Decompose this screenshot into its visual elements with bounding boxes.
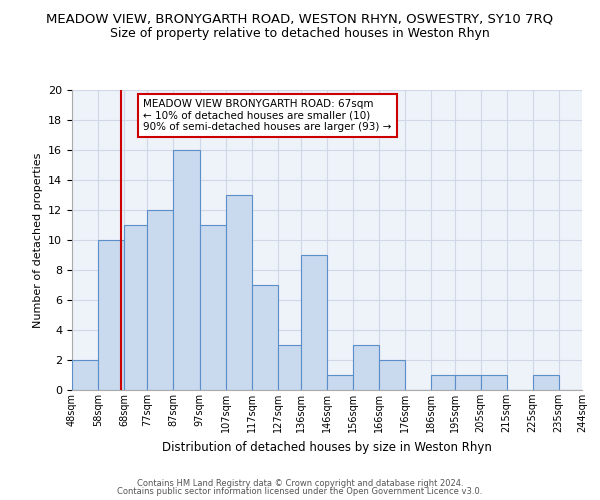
Bar bbox=[533, 375, 559, 390]
Bar bbox=[379, 360, 405, 390]
Bar bbox=[278, 345, 301, 390]
Y-axis label: Number of detached properties: Number of detached properties bbox=[32, 152, 43, 328]
Text: Size of property relative to detached houses in Weston Rhyn: Size of property relative to detached ho… bbox=[110, 28, 490, 40]
Bar bbox=[199, 225, 226, 390]
Bar bbox=[72, 360, 98, 390]
Bar bbox=[481, 375, 506, 390]
Bar bbox=[327, 375, 353, 390]
Text: Contains public sector information licensed under the Open Government Licence v3: Contains public sector information licen… bbox=[118, 487, 482, 496]
Text: MEADOW VIEW, BRONYGARTH ROAD, WESTON RHYN, OSWESTRY, SY10 7RQ: MEADOW VIEW, BRONYGARTH ROAD, WESTON RHY… bbox=[46, 12, 554, 26]
Bar bbox=[173, 150, 199, 390]
Bar bbox=[455, 375, 481, 390]
Bar bbox=[251, 285, 278, 390]
Text: MEADOW VIEW BRONYGARTH ROAD: 67sqm
← 10% of detached houses are smaller (10)
90%: MEADOW VIEW BRONYGARTH ROAD: 67sqm ← 10%… bbox=[143, 99, 392, 132]
Bar bbox=[148, 210, 173, 390]
Bar bbox=[98, 240, 124, 390]
Bar bbox=[226, 195, 251, 390]
Bar bbox=[301, 255, 327, 390]
Bar bbox=[124, 225, 148, 390]
X-axis label: Distribution of detached houses by size in Weston Rhyn: Distribution of detached houses by size … bbox=[162, 440, 492, 454]
Text: Contains HM Land Registry data © Crown copyright and database right 2024.: Contains HM Land Registry data © Crown c… bbox=[137, 478, 463, 488]
Bar bbox=[353, 345, 379, 390]
Bar bbox=[431, 375, 455, 390]
